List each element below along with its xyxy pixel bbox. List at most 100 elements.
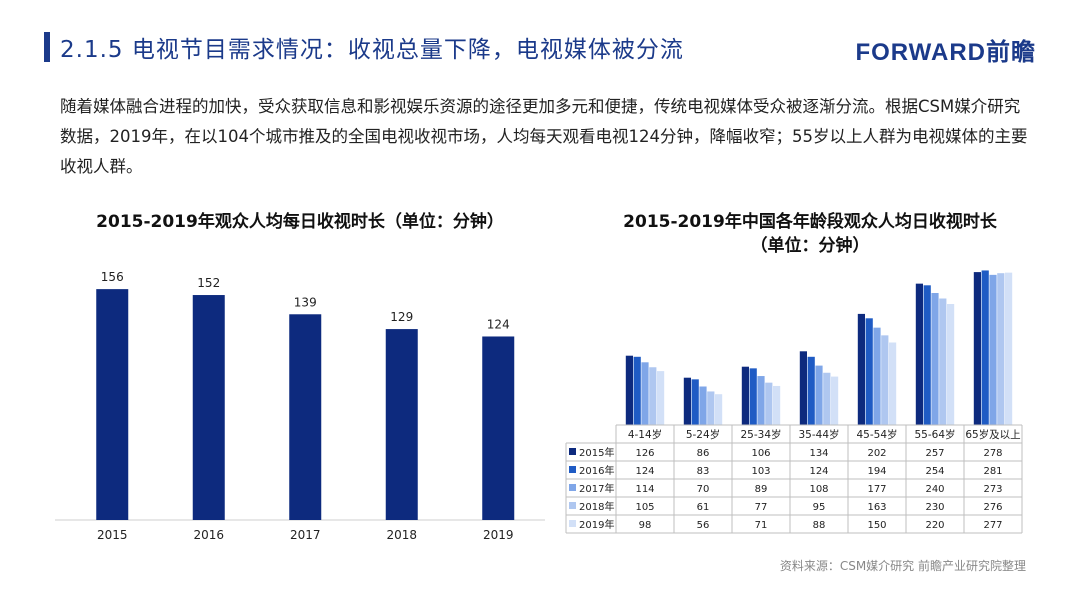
chart1-x-tick-label: 2016 — [193, 528, 224, 542]
chart2-bar — [889, 342, 897, 425]
chart2-series-label: 2018年 — [579, 500, 614, 513]
chart2-table-cell: 163 — [867, 502, 886, 513]
chart2-table-cell: 134 — [809, 448, 828, 459]
chart2-legend-swatch — [569, 502, 576, 509]
chart2-table-cell: 276 — [983, 502, 1002, 513]
chart1-x-tick-label: 2018 — [386, 528, 417, 542]
chart2-table-cell: 124 — [809, 466, 828, 477]
chart2-series-label: 2019年 — [579, 518, 614, 531]
chart1-data-label: 139 — [294, 295, 317, 309]
chart2-table-cell: 61 — [697, 502, 710, 513]
chart2-bar — [931, 293, 939, 425]
chart1-bar — [289, 314, 322, 520]
chart2-table-cell: 98 — [639, 520, 652, 531]
chart1-bar — [96, 289, 129, 520]
chart2-bar — [973, 272, 981, 425]
chart2-table-cell: 194 — [867, 466, 886, 477]
chart2-legend-swatch — [569, 484, 576, 491]
chart2-table-cell: 114 — [635, 484, 654, 495]
chart1-title: 2015-2019年观众人均每日收视时长（单位：分钟） — [96, 212, 504, 232]
chart2-table-cell: 220 — [925, 520, 944, 531]
page-title: 2.1.5 电视节目需求情况：收视总量下降，电视媒体被分流 — [60, 37, 684, 63]
chart2-category-label: 4-14岁 — [628, 428, 662, 441]
chart1-data-label: 152 — [197, 276, 220, 290]
chart2-table-cell: 95 — [813, 502, 826, 513]
chart2-bar — [657, 371, 665, 425]
chart2-table-cell: 71 — [755, 520, 768, 531]
chart2-title: 2015-2019年中国各年龄段观众人均日收视时长 （单位：分钟） — [560, 210, 1060, 258]
chart1-data-label: 156 — [101, 270, 124, 284]
chart2-category-label: 35-44岁 — [798, 428, 839, 441]
brand-logo: FORWARD前瞻 — [855, 39, 1036, 66]
chart2-legend-swatch — [569, 520, 576, 527]
chart1-x-tick-label: 2017 — [290, 528, 321, 542]
chart1-bar — [192, 295, 225, 520]
chart2-bar — [625, 355, 633, 425]
chart2-bar — [857, 313, 865, 425]
chart2-bar — [707, 391, 715, 425]
chart2-bar — [807, 356, 815, 425]
chart2-table-cell: 230 — [925, 502, 944, 513]
chart2-bar — [881, 335, 889, 425]
chart2-table-cell: 254 — [925, 466, 944, 477]
chart1-x-tick-label: 2015 — [97, 528, 128, 542]
chart2-bar — [923, 285, 931, 425]
chart2-bar — [1005, 272, 1013, 425]
chart2-series-label: 2016年 — [579, 464, 614, 477]
chart2-bar — [715, 394, 723, 425]
chart2-bar — [641, 362, 649, 425]
chart2-bar — [741, 366, 749, 425]
chart2-table-cell: 56 — [697, 520, 710, 531]
chart1-data-label: 124 — [487, 317, 510, 331]
chart2-table-cell: 103 — [751, 466, 770, 477]
chart2-bar — [633, 356, 641, 425]
chart2-table-cell: 126 — [635, 448, 654, 459]
chart2-table-cell: 108 — [809, 484, 828, 495]
chart2-bar — [939, 298, 947, 425]
chart2-table-cell: 86 — [697, 448, 710, 459]
chart1-bar — [482, 336, 515, 520]
chart2-bar — [757, 376, 765, 425]
chart2-table-cell: 106 — [751, 448, 770, 459]
chart2-bar — [649, 367, 657, 425]
chart2-series-label: 2015年 — [579, 446, 614, 459]
chart2-table-cell: 257 — [925, 448, 944, 459]
chart2-bar — [765, 382, 773, 425]
chart2-table-cell: 124 — [635, 466, 654, 477]
chart2-bar — [815, 365, 823, 425]
chart2-table-cell: 77 — [755, 502, 768, 513]
chart2-bar — [997, 273, 1005, 425]
chart2-bar — [699, 386, 707, 425]
chart2-legend-swatch — [569, 448, 576, 455]
chart2-bar — [773, 385, 781, 425]
chart2-category-label: 65岁及以上 — [965, 428, 1020, 441]
chart2-table-cell: 278 — [983, 448, 1002, 459]
chart2-bar — [873, 327, 881, 425]
chart2-bar — [989, 274, 997, 425]
chart2-bar — [749, 368, 757, 425]
chart2-bar — [915, 283, 923, 425]
chart2-bar — [865, 318, 873, 425]
title-accent-bar — [44, 32, 50, 62]
chart2-title-line1: 2015-2019年中国各年龄段观众人均日收视时长 — [623, 212, 997, 232]
chart2-table-cell: 105 — [635, 502, 654, 513]
chart2-legend-swatch — [569, 466, 576, 473]
chart2-table-cell: 88 — [813, 520, 826, 531]
chart2-table-cell: 177 — [867, 484, 886, 495]
chart1-x-tick-label: 2019 — [483, 528, 514, 542]
chart2-bar — [799, 351, 807, 425]
source-note: 资料来源：CSM媒介研究 前瞻产业研究院整理 — [779, 559, 1026, 573]
chart2-table-cell: 277 — [983, 520, 1002, 531]
chart2-category-label: 5-24岁 — [686, 428, 720, 441]
chart2-bar — [947, 304, 955, 425]
chart2-table-cell: 281 — [983, 466, 1002, 477]
chart2-bar — [981, 270, 989, 425]
chart2-table-cell: 150 — [867, 520, 886, 531]
chart2-table-cell: 83 — [697, 466, 710, 477]
chart2-bar — [683, 377, 691, 425]
chart2-table-cell: 240 — [925, 484, 944, 495]
chart1-data-label: 129 — [390, 310, 413, 324]
chart2-table-cell: 202 — [867, 448, 886, 459]
